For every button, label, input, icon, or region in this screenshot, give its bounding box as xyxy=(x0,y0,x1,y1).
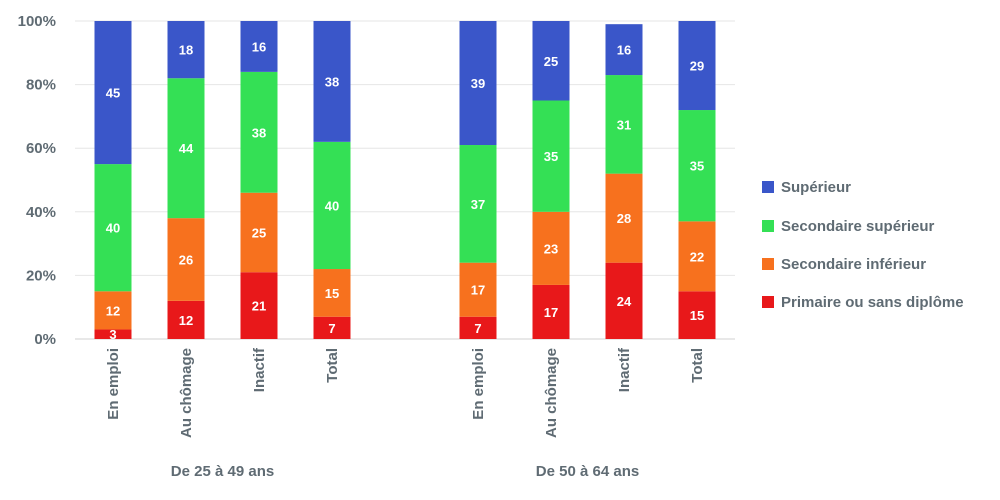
bar-segment xyxy=(167,300,205,339)
bar-segment xyxy=(605,262,643,339)
data-label: 22 xyxy=(690,249,704,264)
data-label: 45 xyxy=(106,86,120,101)
bar-segment xyxy=(678,21,716,111)
data-label: 37 xyxy=(471,197,485,212)
legend-swatch xyxy=(762,181,774,193)
y-tick-label: 20% xyxy=(26,267,56,284)
bar-segment xyxy=(313,141,351,270)
bar-segment xyxy=(459,21,497,146)
y-tick-label: 0% xyxy=(34,331,56,348)
bar-segment xyxy=(94,21,132,165)
data-label: 38 xyxy=(252,125,266,140)
y-tick-label: 60% xyxy=(26,140,56,157)
data-label: 7 xyxy=(474,321,481,336)
legend-swatch xyxy=(762,296,774,308)
bar-segment xyxy=(167,21,205,79)
bar-segment xyxy=(240,272,278,339)
legend-swatch xyxy=(762,220,774,232)
data-label: 21 xyxy=(252,299,266,314)
data-label: 24 xyxy=(617,294,632,309)
bar-segment xyxy=(94,291,132,330)
category-label: Inactif xyxy=(251,347,268,392)
data-label: 25 xyxy=(252,225,266,240)
category-label: En emploi xyxy=(105,348,122,420)
legend-label: Primaire ou sans diplôme xyxy=(781,294,964,311)
data-label: 29 xyxy=(690,59,704,74)
bar-segment xyxy=(167,78,205,219)
category-label: Inactif xyxy=(616,347,633,392)
legend-swatch xyxy=(762,258,774,270)
y-axis-ticks: 0% 20% 40% 60% 80% 100% xyxy=(18,13,56,348)
data-label: 35 xyxy=(690,159,704,174)
data-label: 16 xyxy=(252,39,266,54)
data-label: 40 xyxy=(106,221,120,236)
data-label: 12 xyxy=(179,313,193,328)
bar-segment xyxy=(605,173,643,263)
group-label: De 25 à 49 ans xyxy=(171,463,274,480)
bar-segment xyxy=(459,145,497,263)
legend-item: Supérieur xyxy=(762,179,851,196)
y-tick-label: 100% xyxy=(18,13,56,30)
data-label: 3 xyxy=(109,327,116,342)
bar-segment xyxy=(240,71,278,193)
bar-segment xyxy=(459,316,497,339)
bar-segment xyxy=(313,269,351,317)
data-label: 16 xyxy=(617,43,631,58)
data-label: 44 xyxy=(179,141,194,156)
category-label: Au chômage xyxy=(178,348,195,438)
category-label: Total xyxy=(689,348,706,383)
group-label: De 50 à 64 ans xyxy=(536,463,639,480)
data-label: 15 xyxy=(325,286,339,301)
bar-segment xyxy=(240,192,278,273)
data-label: 7 xyxy=(328,321,335,336)
legend: Supérieur Secondaire supérieur Secondaire … xyxy=(762,179,964,311)
legend-item: Secondaire supérieur xyxy=(762,218,935,235)
data-label: 17 xyxy=(471,283,485,298)
bar-segment xyxy=(240,21,278,72)
bar-segment xyxy=(313,316,351,339)
bar-segment xyxy=(532,100,570,212)
data-label: 15 xyxy=(690,308,704,323)
data-label: 31 xyxy=(617,117,631,132)
category-label: Total xyxy=(324,348,341,383)
data-label: 17 xyxy=(544,305,558,320)
data-label: 39 xyxy=(471,76,485,91)
y-tick-label: 40% xyxy=(26,204,56,221)
bar-segment xyxy=(459,262,497,317)
bars xyxy=(94,21,716,339)
data-label: 12 xyxy=(106,303,120,318)
category-labels: En emploi Au chômage Inactif Total En emploi… xyxy=(105,347,706,438)
bar-segment xyxy=(94,329,132,339)
group-labels: De 25 à 49 ans De 50 à 64 ans xyxy=(171,463,639,480)
bar-segment xyxy=(678,221,716,292)
bar-segment xyxy=(167,218,205,301)
data-label: 28 xyxy=(617,211,631,226)
data-label: 35 xyxy=(544,149,558,164)
category-label: Au chômage xyxy=(543,348,560,438)
data-labels: 3 12 40 45 12 26 44 18 21 25 38 16 7 15 40 38 7 17 37 39 17 2… xyxy=(106,39,704,342)
y-tick-label: 80% xyxy=(26,77,56,94)
bar-segment xyxy=(532,211,570,285)
bar-segment xyxy=(678,291,716,339)
data-label: 25 xyxy=(544,54,558,69)
category-label: En emploi xyxy=(470,348,487,420)
data-label: 18 xyxy=(179,43,193,58)
legend-item: Primaire ou sans diplôme xyxy=(762,294,964,311)
data-label: 26 xyxy=(179,253,193,268)
legend-item: Secondaire inférieur xyxy=(762,256,926,273)
legend-label: Supérieur xyxy=(781,179,851,196)
data-label: 40 xyxy=(325,198,339,213)
legend-label: Secondaire inférieur xyxy=(781,256,926,273)
legend-label: Secondaire supérieur xyxy=(781,218,935,235)
bar-segment xyxy=(313,21,351,142)
bar-segment xyxy=(678,110,716,222)
bar-segment xyxy=(605,75,643,174)
bar-segment xyxy=(532,284,570,339)
bar-segment xyxy=(605,24,643,76)
data-label: 38 xyxy=(325,74,339,89)
data-label: 23 xyxy=(544,241,558,256)
bar-segment xyxy=(94,164,132,292)
bar-segment xyxy=(532,21,570,101)
